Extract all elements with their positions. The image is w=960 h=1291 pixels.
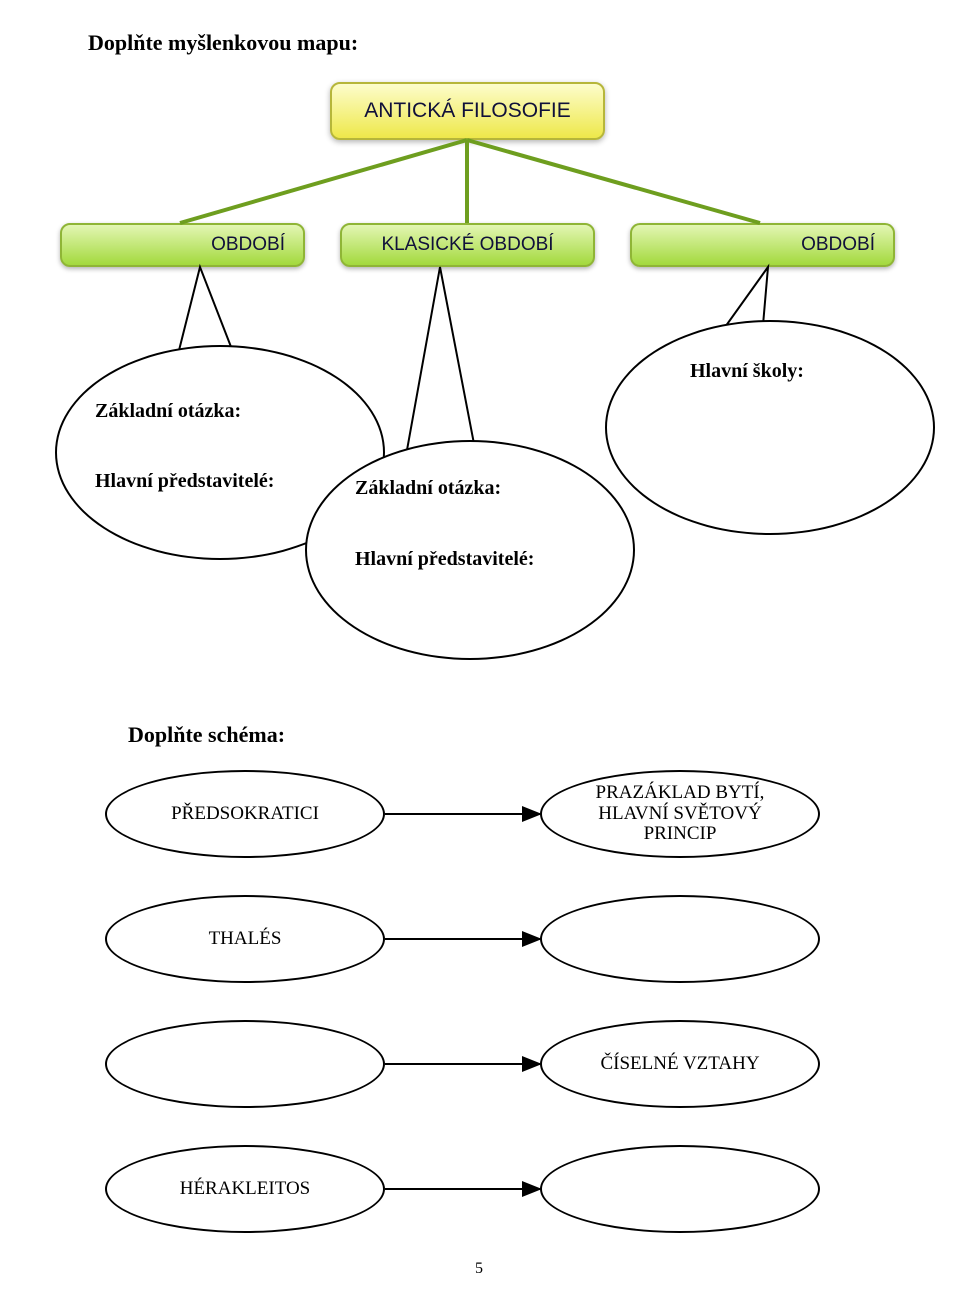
schema-r0c1: PRAZÁKLAD BYTÍ, HLAVNÍ SVĚTOVÝ PRINCIP [540, 770, 820, 858]
mindmap-child-0: OBDOBÍ [60, 223, 305, 267]
heading-schema: Doplňte schéma: [128, 722, 285, 748]
mindmap-root-label: ANTICKÁ FILOSOFIE [364, 99, 571, 123]
schema-r2c1-label: ČÍSELNÉ VZTAHY [600, 1054, 759, 1075]
schema-r3c1 [540, 1145, 820, 1233]
schema-r2c1: ČÍSELNÉ VZTAHY [540, 1020, 820, 1108]
mindmap-child-0-label: OBDOBÍ [211, 234, 285, 256]
schema-r0c0-label: PŘEDSOKRATICI [171, 804, 319, 825]
schema-r1c0: THALÉS [105, 895, 385, 983]
mindmap-child-1-label: KLASICKÉ OBDOBÍ [381, 234, 553, 256]
schema-r3c0: HÉRAKLEITOS [105, 1145, 385, 1233]
schema-r0c0: PŘEDSOKRATICI [105, 770, 385, 858]
schema-r0c1-label: PRAZÁKLAD BYTÍ, HLAVNÍ SVĚTOVÝ PRINCIP [596, 783, 765, 846]
schema-r1c0-label: THALÉS [209, 929, 282, 950]
schema-r1c1 [540, 895, 820, 983]
page-number: 5 [475, 1260, 483, 1278]
schema-r3c0-label: HÉRAKLEITOS [180, 1179, 311, 1200]
mindmap-child-2: OBDOBÍ [630, 223, 895, 267]
bubble-0-label-0: Základní otázka: [95, 400, 241, 423]
bubble-1-label-1: Hlavní představitelé: [355, 548, 534, 571]
bubble-0-label-1: Hlavní představitelé: [95, 470, 274, 493]
mindmap-child-2-label: OBDOBÍ [801, 234, 875, 256]
bubble-2-label-0: Hlavní školy: [690, 360, 804, 383]
mindmap-child-1: KLASICKÉ OBDOBÍ [340, 223, 595, 267]
speech-bubble-2 [605, 320, 935, 535]
schema-r2c0 [105, 1020, 385, 1108]
heading-mindmap: Doplňte myšlenkovou mapu: [88, 30, 358, 56]
mindmap-root-node: ANTICKÁ FILOSOFIE [330, 82, 605, 140]
bubble-1-label-0: Základní otázka: [355, 477, 501, 500]
